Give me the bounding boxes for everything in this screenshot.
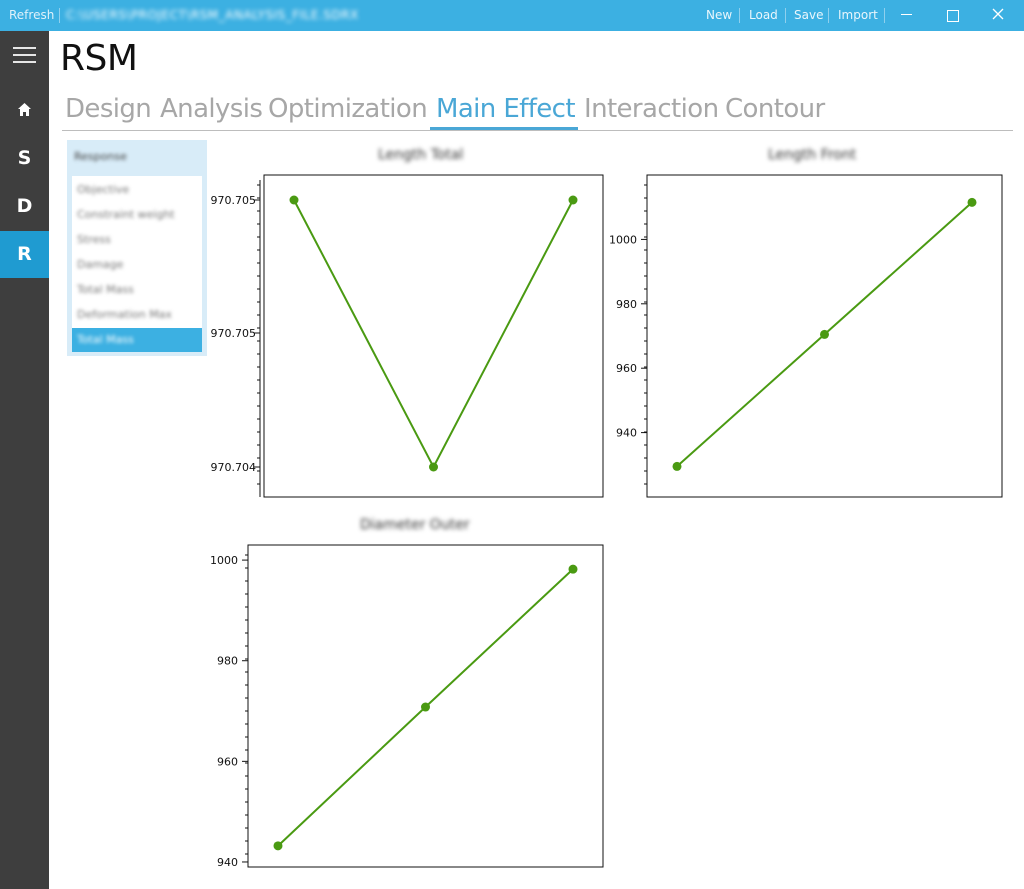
list-item[interactable]: Constraint weight	[77, 208, 175, 221]
selected-list-item[interactable]: Total Mass	[72, 328, 202, 352]
chart-svg: 940 960 980 1000	[609, 174, 1003, 498]
title-bar: Refresh C:\USERS\PROJECT\RSM_ANALYSIS_FI…	[0, 0, 1024, 31]
data-point	[429, 462, 438, 472]
response-list[interactable]: Objective Constraint weight Stress Damag…	[72, 176, 202, 352]
tab-analysis[interactable]: Analysis	[160, 94, 263, 124]
hamburger-menu-icon[interactable]	[13, 47, 36, 64]
chart-title-length-total: Length Total	[378, 147, 464, 163]
menu-separator	[828, 8, 829, 23]
response-panel: Response Objective Constraint weight Str…	[67, 140, 207, 356]
selected-list-item-label: Total Mass	[72, 329, 202, 351]
active-tab-indicator	[430, 127, 578, 130]
data-point	[273, 841, 283, 851]
refresh-button[interactable]: Refresh	[9, 8, 55, 22]
plot-frame	[263, 174, 604, 498]
y-tick-label: 980	[616, 298, 637, 311]
minimize-icon[interactable]	[901, 5, 912, 15]
save-button[interactable]: Save	[794, 8, 824, 22]
data-point	[568, 564, 578, 574]
list-item[interactable]: Total Mass	[77, 283, 134, 296]
y-tick-label: 970.705	[211, 327, 257, 340]
main-effect-chart-length-front: 940 960 980 1000	[609, 170, 1010, 500]
chart-title-diameter-outer: Diameter Outer	[360, 517, 470, 533]
data-point	[568, 195, 578, 205]
title-separator	[59, 8, 60, 23]
page-title: RSM	[60, 38, 138, 79]
tab-contour[interactable]: Contour	[725, 94, 825, 124]
y-tick-label: 1000	[210, 554, 238, 567]
y-tick-label: 960	[217, 755, 238, 768]
y-tick-label: 940	[616, 427, 637, 440]
y-tick-label: 970.705	[211, 194, 257, 207]
new-button[interactable]: New	[706, 8, 733, 22]
chart-svg: 970.705 970.705 970.704	[211, 174, 604, 498]
tab-main-effect[interactable]: Main Effect	[436, 94, 576, 124]
y-tick-label: 940	[217, 856, 238, 869]
tab-interaction[interactable]: Interaction	[584, 94, 719, 124]
main-effect-chart-diameter-outer: 940 960 980 1000	[210, 540, 610, 870]
data-point	[967, 197, 977, 207]
maximize-icon[interactable]	[947, 10, 959, 22]
nav-item-d[interactable]: D	[16, 195, 33, 217]
import-button[interactable]: Import	[838, 8, 878, 22]
data-point	[672, 461, 682, 471]
menu-separator	[785, 8, 786, 23]
chart-svg: 940 960 980 1000	[210, 544, 604, 869]
load-button[interactable]: Load	[749, 8, 778, 22]
response-panel-header: Response	[74, 150, 127, 163]
tab-divider	[62, 130, 1013, 131]
chart-title-length-front: Length Front	[768, 147, 857, 163]
y-tick-label: 980	[217, 655, 238, 668]
list-item[interactable]: Objective	[77, 183, 130, 196]
y-tick-label: 960	[616, 362, 637, 375]
data-point	[820, 329, 829, 339]
data-point	[289, 195, 299, 205]
nav-item-r[interactable]: R	[0, 231, 49, 278]
tab-optimization[interactable]: Optimization	[268, 94, 428, 124]
data-point	[421, 702, 430, 712]
list-item[interactable]: Stress	[77, 233, 111, 246]
home-icon	[18, 103, 31, 116]
nav-item-s[interactable]: S	[17, 147, 32, 169]
close-icon[interactable]	[992, 7, 1004, 25]
menu-separator	[739, 8, 740, 23]
file-path: C:\USERS\PROJECT\RSM_ANALYSIS_FILE.SDRX	[66, 8, 359, 22]
tab-design[interactable]: Design	[65, 94, 152, 124]
y-tick-label: 970.704	[211, 461, 257, 474]
main-effect-chart-length-total: 970.705 970.705 970.704	[211, 170, 610, 500]
y-tick-label: 1000	[609, 233, 637, 246]
menu-separator	[884, 8, 885, 23]
list-item[interactable]: Deformation Max	[77, 308, 172, 321]
left-nav: S D R	[0, 31, 49, 889]
nav-home[interactable]	[0, 87, 49, 134]
list-item[interactable]: Damage	[77, 258, 124, 271]
series-line	[293, 199, 574, 470]
